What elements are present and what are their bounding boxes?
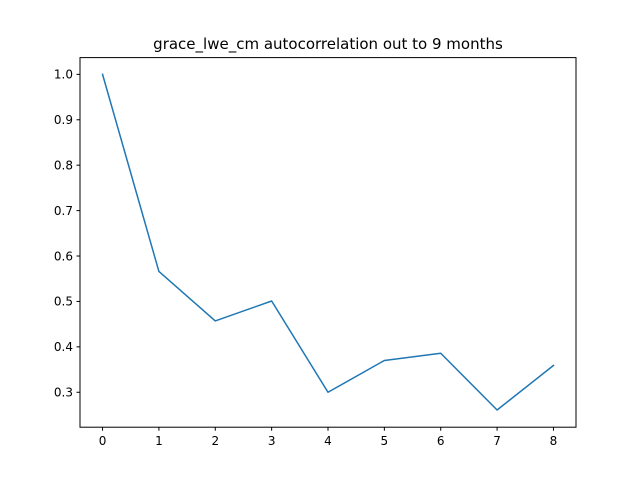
x-tick-label: 1 <box>155 434 163 448</box>
plot-frame <box>79 57 577 428</box>
axis-ticks: 0 1 2 3 4 5 6 7 8 0.3 0.4 0.5 0.6 0.7 0.8 0.9 1.0 <box>54 68 557 449</box>
x-tick-label: 3 <box>268 434 276 448</box>
y-tick-label: 0.3 <box>54 386 73 400</box>
x-tick-label: 7 <box>493 434 501 448</box>
series-line <box>101 73 555 411</box>
series-layer <box>101 73 555 411</box>
y-tick-label: 0.7 <box>54 204 73 218</box>
y-tick-label: 0.6 <box>54 249 73 263</box>
x-tick-label: 0 <box>99 434 107 448</box>
x-tick-label: 2 <box>211 434 219 448</box>
y-tick-label: 0.9 <box>54 113 73 127</box>
y-tick-label: 0.8 <box>54 158 73 172</box>
x-tick-label: 8 <box>550 434 558 448</box>
x-tick-label: 6 <box>437 434 445 448</box>
y-tick-label: 0.4 <box>54 340 73 354</box>
y-tick-label: 1.0 <box>54 68 73 82</box>
x-tick-label: 4 <box>324 434 332 448</box>
chart-title: grace_lwe_cm autocorrelation out to 9 mo… <box>153 35 503 54</box>
x-tick-label: 5 <box>381 434 389 448</box>
y-tick-label: 0.5 <box>54 295 73 309</box>
